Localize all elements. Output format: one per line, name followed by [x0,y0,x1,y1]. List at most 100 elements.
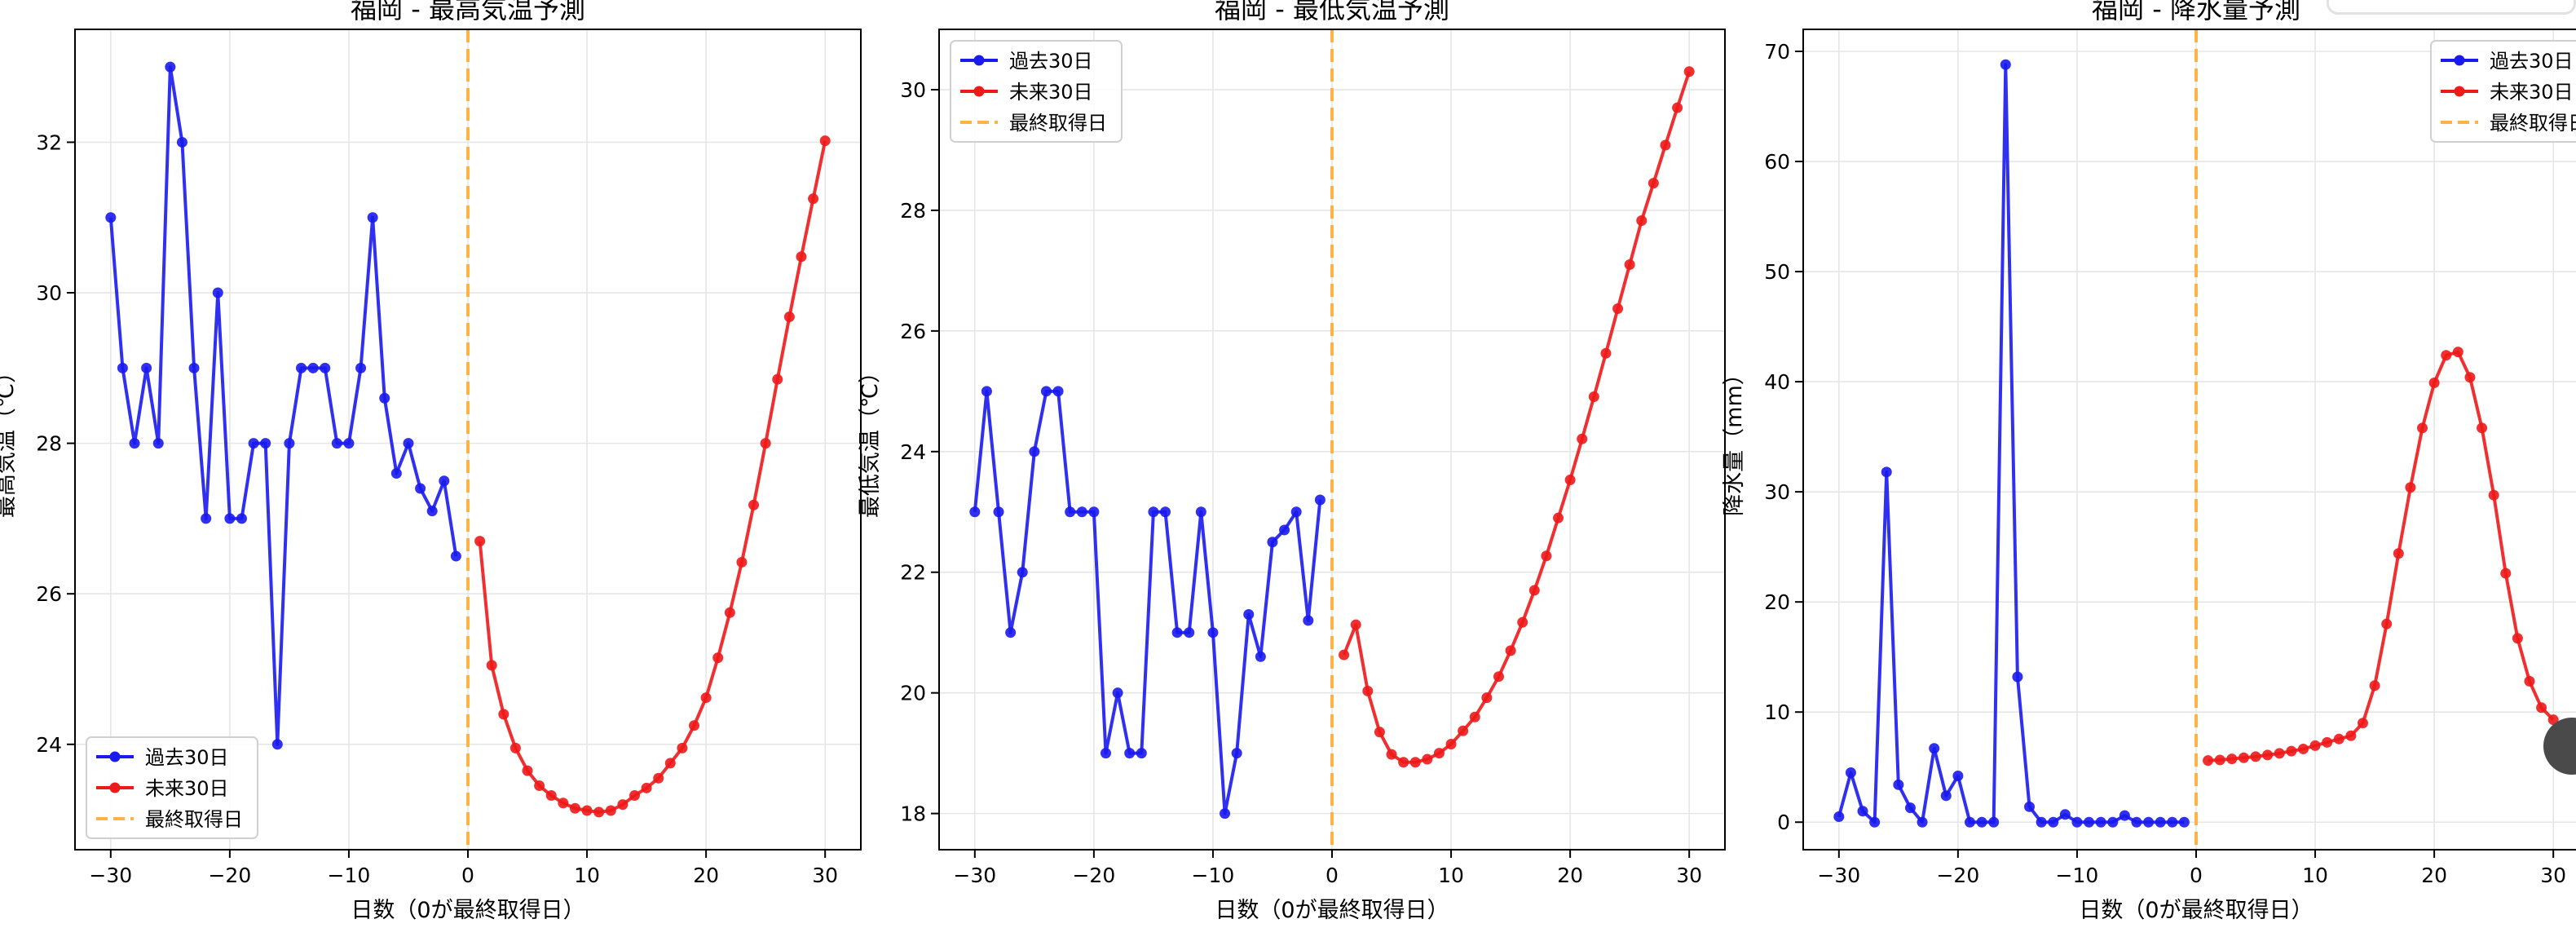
data-point-past [2119,810,2130,821]
data-point-past [176,136,187,148]
legend-box [86,736,258,839]
data-point-future [2417,422,2428,434]
data-point-future [700,692,712,704]
data-point-past [1124,748,1136,759]
data-point-past [224,513,236,524]
data-point-past [981,386,992,397]
overlay-toolbar-widget[interactable] [2327,0,2576,15]
data-point-future [2322,736,2333,748]
data-point-past [1833,811,1845,822]
data-point-future [2512,633,2523,644]
data-point-future [1481,692,1493,704]
series-line-past [973,389,1322,815]
y-tick-label: 10 [1764,700,1790,724]
data-point-future [1577,433,1588,444]
chart-title: 福岡 - 降水量予測 [2092,0,2300,24]
chart-panel-3: −30 −20 −10 0 10 20 30 0 10 20 30 40 50 60 70 福岡 - 降水量予… [1722,0,2576,923]
data-point-future [2345,730,2357,741]
data-point-past [2071,816,2083,828]
x-tick-label: 0 [461,864,474,887]
x-tick-label: −10 [328,864,371,887]
data-point-future [1469,711,1480,722]
series-line-future [2208,350,2555,762]
data-point-past [1231,748,1242,759]
data-point-past [1112,687,1123,699]
data-point-past [2131,816,2142,828]
data-point-future [1660,139,1671,151]
data-point-future [593,806,605,818]
data-point-future [1683,66,1695,77]
data-point-future [2381,618,2393,630]
data-point-past [1195,506,1206,518]
data-point-future [1493,671,1504,683]
x-tick-label: 30 [1676,864,1702,887]
x-tick-label: 10 [1438,864,1464,887]
y-tick-label: 18 [900,802,926,826]
data-point-past [379,392,390,404]
data-point-past [2095,816,2106,828]
data-point-future [641,782,652,793]
data-point-past [117,362,128,373]
data-point-past [1881,466,1892,478]
data-point-past [415,483,426,494]
y-tick-label: 20 [1764,590,1790,614]
y-tick-label: 60 [1764,150,1790,174]
data-point-future [1445,739,1457,750]
data-point-past [1255,651,1266,662]
data-point-future [522,765,533,776]
data-point-future [2405,482,2416,493]
legend-label-last: 最終取得日 [2490,112,2576,135]
data-point-past [2059,809,2071,820]
data-point-past [1940,790,1952,802]
series-line-past [108,65,458,746]
data-point-past [201,513,212,524]
data-point-future [2393,548,2404,559]
x-axis-label: 日数（0が最終取得日） [351,898,584,923]
data-point-future [2464,372,2476,383]
data-point-past [1088,506,1100,518]
data-point-past [236,513,247,524]
series-line-future [478,140,827,814]
data-point-future [2250,751,2261,762]
x-tick-label: 20 [2421,864,2447,887]
data-point-past [1857,806,1868,817]
data-point-past [1017,567,1028,578]
legend-marker-future [973,86,985,97]
data-point-future [2500,568,2512,579]
x-tick-label: 0 [1325,864,1339,887]
data-point-future [1636,214,1647,226]
x-tick-label: 0 [2190,864,2203,887]
data-point-past [1243,609,1255,621]
data-point-past [2048,816,2059,828]
chart-title: 福岡 - 最高気温予測 [351,0,585,24]
y-tick-label: 30 [1764,480,1790,504]
data-point-past [1845,767,1856,778]
series-line-past [1837,63,2185,824]
legend-label-last: 最終取得日 [1009,112,1107,135]
data-point-future [1541,550,1552,562]
data-point-past [2155,816,2166,828]
chart-panel-2: −30 −20 −10 0 10 20 30 18 20 22 24 26 28 30 福岡 - 最低気温予… [858,0,1726,923]
data-point-future [1672,102,1683,113]
data-point-past [2167,816,2178,828]
data-point-past [248,438,259,449]
data-point-future [1553,512,1564,524]
data-point-future [2333,733,2344,745]
y-tick-label: 50 [1764,260,1790,284]
data-point-future [2357,718,2368,729]
data-point-past [1869,816,1881,828]
data-point-past [355,362,367,373]
y-tick-label: 22 [900,561,926,585]
data-point-future [2536,702,2547,714]
data-point-past [1904,802,1916,814]
legend-label-last: 最終取得日 [145,808,243,831]
data-point-past [2024,801,2036,812]
data-point-past [2178,816,2190,828]
x-tick-label: −30 [953,864,996,887]
data-point-future [569,802,580,814]
data-point-future [2441,350,2452,361]
y-tick-label: 24 [900,440,926,464]
y-axis-label: 最高気温（℃） [0,361,19,518]
data-point-past [1100,748,1111,759]
data-point-past [212,287,223,298]
